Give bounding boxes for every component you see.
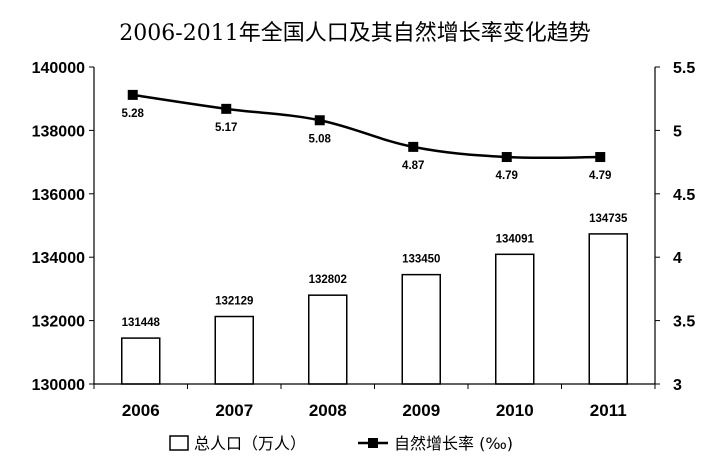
bar-data-label: 133450 — [402, 254, 440, 266]
line-data-label: 5.08 — [309, 133, 332, 145]
category-label: 2006 — [122, 401, 160, 420]
bar-series — [121, 233, 628, 385]
growth-rate-line — [132, 93, 601, 160]
line-data-label: 5.28 — [122, 108, 145, 120]
category-label: 2011 — [590, 401, 627, 420]
line-point — [221, 103, 232, 114]
line-point — [127, 89, 138, 100]
legend: 总人口（万人） 自然增长率 (‰) — [169, 434, 513, 453]
legend-bar-label: 总人口（万人） — [194, 434, 306, 453]
bar — [308, 294, 348, 385]
right-axis-ticks: 3 3.5 4 4.5 5 5.5 — [655, 60, 695, 394]
left-tick-label: 130000 — [32, 377, 85, 394]
legend-line-marker — [368, 438, 378, 448]
bar-data-label: 132802 — [309, 274, 347, 286]
left-tick-label: 138000 — [32, 123, 85, 140]
line-data-label: 5.17 — [215, 122, 237, 134]
line-point — [314, 115, 325, 126]
legend-line-label: 自然增长率 (‰) — [394, 434, 513, 453]
line-point — [408, 141, 419, 152]
bar-data-labels: 131448 132129 132802 133450 134091 134735 — [122, 213, 628, 329]
line-point — [501, 152, 512, 163]
right-tick-label: 3 — [673, 377, 682, 394]
category-label: 2008 — [309, 401, 347, 420]
line-data-labels: 5.28 5.17 5.08 4.87 4.79 4.79 — [122, 108, 612, 182]
bar-data-label: 134091 — [496, 233, 535, 245]
right-tick-label: 5.5 — [673, 60, 695, 77]
right-tick-label: 3.5 — [673, 314, 695, 331]
bar — [495, 253, 535, 385]
bar-data-label: 134735 — [589, 213, 628, 225]
category-label: 2010 — [496, 401, 534, 420]
category-label: 2007 — [215, 401, 253, 420]
right-tick-label: 5 — [673, 123, 682, 140]
bar-data-label: 132129 — [215, 296, 253, 308]
left-tick-label: 140000 — [32, 60, 85, 77]
bar — [121, 337, 161, 385]
right-tick-label: 4.5 — [673, 187, 695, 204]
line-series — [127, 89, 606, 163]
right-tick-label: 4 — [673, 250, 682, 267]
line-data-label: 4.79 — [589, 170, 611, 182]
legend-bar-swatch — [169, 435, 189, 451]
left-tick-label: 134000 — [32, 250, 85, 267]
chart-title: 2006-2011年全国人口及其自然增长率变化趋势 — [119, 21, 590, 46]
axes — [93, 67, 656, 385]
category-labels: 2006 2007 2008 2009 2010 2011 — [93, 384, 656, 420]
bar — [214, 315, 254, 385]
left-tick-label: 132000 — [32, 314, 85, 331]
left-axis-ticks: 130000 132000 134000 136000 138000 140000 — [32, 60, 94, 394]
bar — [588, 233, 628, 385]
bar — [401, 273, 441, 385]
line-point — [595, 152, 606, 163]
bar-data-label: 131448 — [122, 317, 161, 329]
line-data-label: 4.87 — [402, 160, 424, 172]
left-tick-label: 136000 — [32, 187, 85, 204]
line-data-label: 4.79 — [496, 170, 518, 182]
category-label: 2009 — [402, 401, 440, 420]
